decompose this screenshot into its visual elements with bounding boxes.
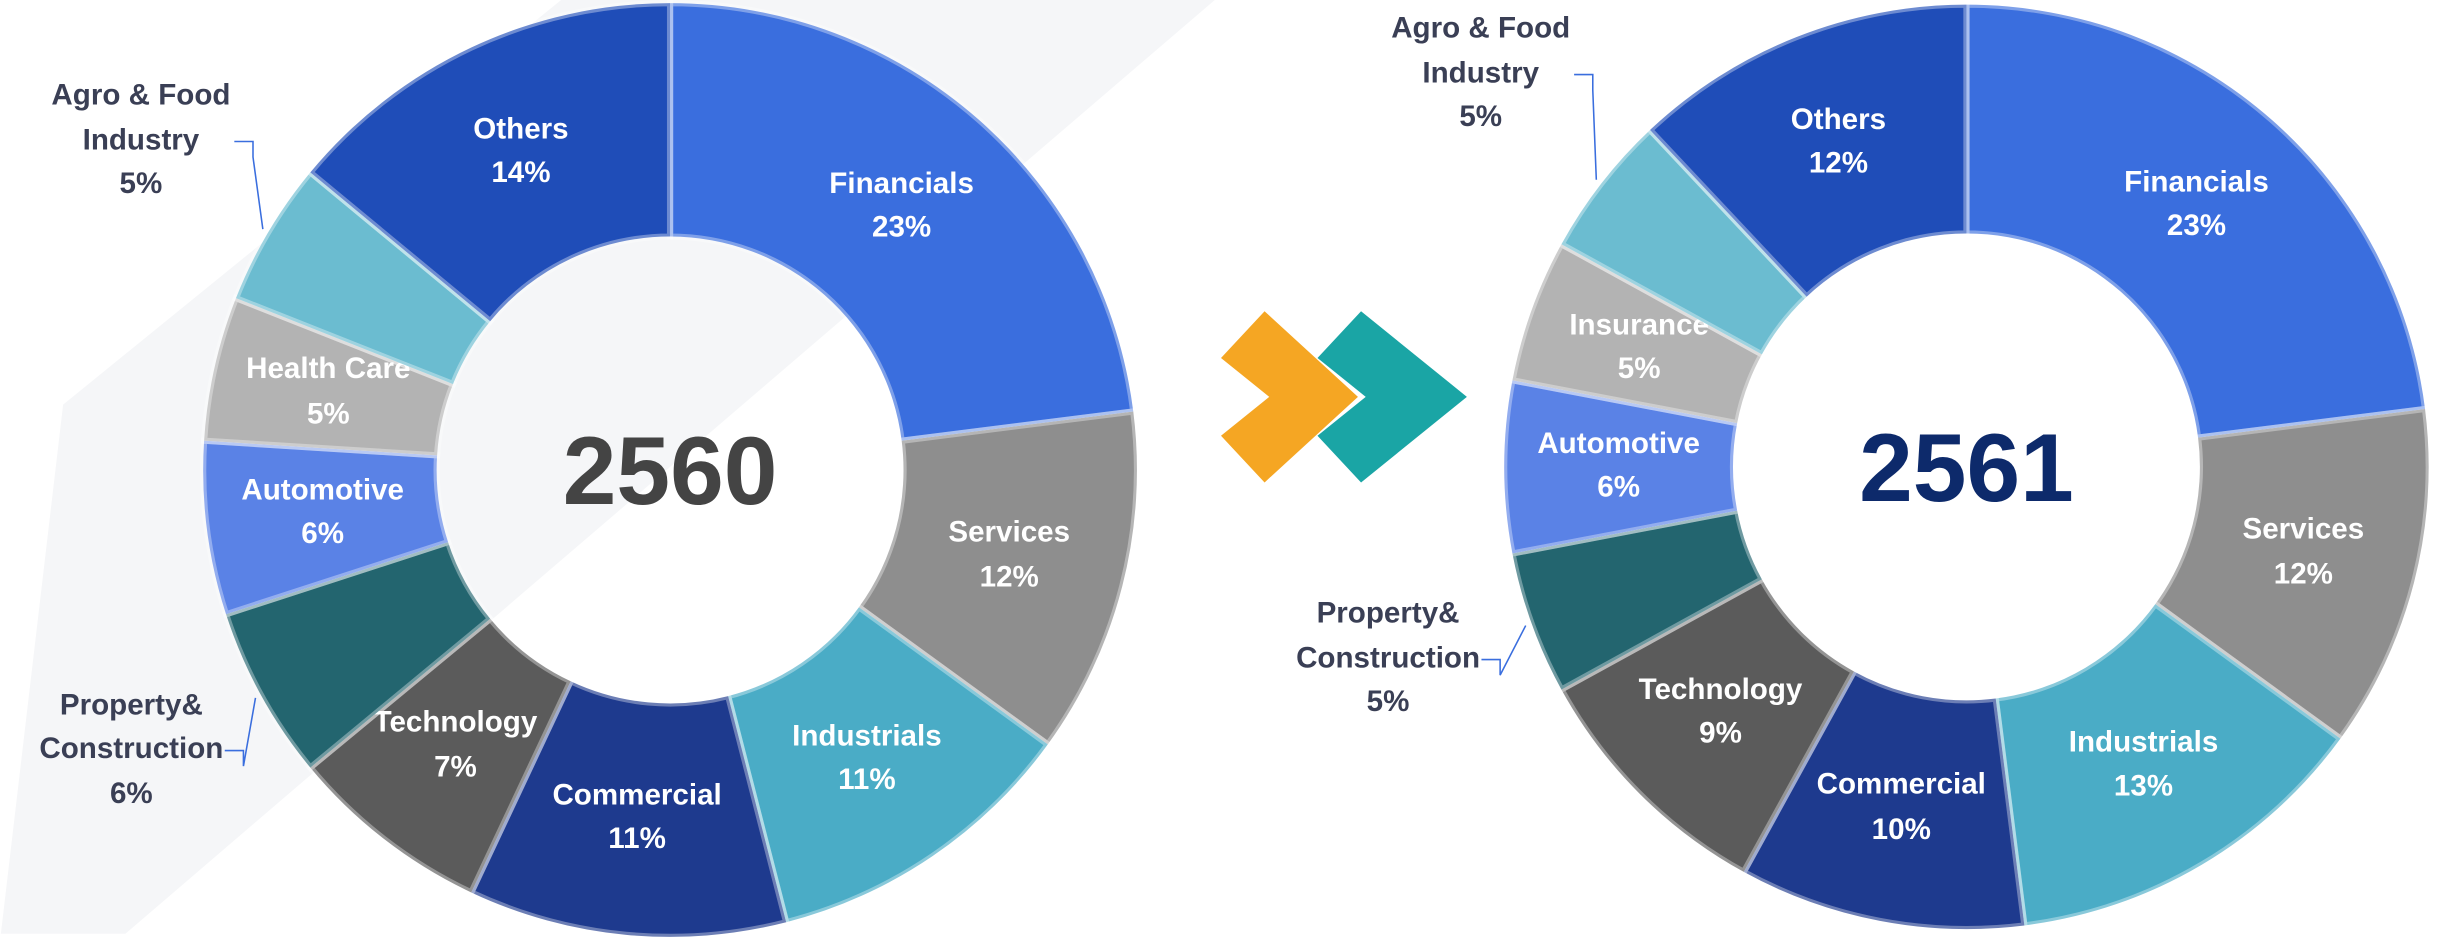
category-label: Property& Construction — [39, 688, 224, 766]
slice — [305, 0, 674, 326]
slice-label: Commercial 10% — [1816, 768, 1986, 846]
center-title: 2561 — [1859, 415, 2074, 522]
value-label: 23% — [2166, 210, 2227, 244]
slice — [1508, 506, 1767, 694]
value-label: 5% — [1366, 686, 1410, 720]
value-label: 5% — [306, 398, 350, 431]
slice — [2150, 405, 2432, 743]
slice-label: Financials 23% — [829, 167, 974, 245]
value-label: 12% — [979, 561, 1039, 595]
slice-label: Others 12% — [1790, 103, 1887, 181]
slice — [854, 408, 1141, 749]
value-label: 23% — [872, 211, 932, 245]
category-label: Financials — [829, 167, 974, 201]
value-label: 6% — [1597, 471, 1641, 505]
slice — [666, 0, 1137, 445]
value-label: 5% — [1459, 101, 1503, 135]
slice-label: Services 12% — [2242, 513, 2365, 591]
category-label: Automotive — [241, 474, 404, 507]
leader-line — [224, 697, 257, 767]
slice — [467, 677, 790, 940]
value-label: 7% — [434, 751, 477, 785]
slice — [305, 614, 575, 897]
category-label: Services — [948, 517, 1071, 551]
slice-label: Industrials 13% — [2068, 726, 2219, 804]
slice-label: Health Care 5% — [246, 353, 411, 431]
category-label: Technology — [373, 706, 538, 740]
center-title: 2560 — [563, 418, 778, 525]
slice-label: Automotive 6% — [1537, 427, 1700, 505]
value-label: 12% — [2273, 558, 2333, 591]
slice-label: Agro & Food Industry 5% — [51, 79, 231, 202]
category-label: Others — [1790, 103, 1887, 137]
slice — [231, 168, 495, 389]
category-label: Services — [2242, 513, 2365, 547]
slice — [724, 602, 1053, 927]
value-label: 13% — [2113, 770, 2174, 804]
slice — [1645, 1, 1970, 302]
value-label: 11% — [608, 823, 666, 856]
leader-line — [234, 140, 264, 230]
category-label: Industrials — [2068, 726, 2219, 760]
slice-label: Automotive 6% — [241, 474, 404, 552]
category-label: Property& Construction — [1296, 597, 1481, 675]
chevron-teal — [1317, 311, 1467, 483]
slice-label: Technology 7% — [373, 706, 538, 785]
slice — [1992, 599, 2345, 929]
slice — [200, 437, 452, 619]
category-label: Financials — [2124, 166, 2269, 199]
value-label: 5% — [1617, 353, 1661, 387]
slice — [1557, 125, 1812, 359]
value-label: 10% — [1871, 813, 1931, 846]
category-label: Industrials — [792, 719, 942, 753]
category-label: Health Care — [246, 353, 411, 387]
chevron-orange — [1221, 311, 1358, 483]
value-label: 6% — [109, 777, 153, 811]
category-label: Others — [473, 113, 569, 147]
slice — [1508, 239, 1767, 427]
slice — [1739, 667, 2028, 933]
category-label: Insurance — [1569, 309, 1710, 343]
slice — [1557, 575, 1859, 877]
leader-line — [1574, 73, 1598, 180]
slice — [200, 294, 458, 459]
category-label: Agro & Food Industry — [51, 79, 231, 157]
slice — [222, 538, 495, 772]
category-label: Agro & Food Industry — [1391, 12, 1571, 90]
slice-label: Industrials 11% — [792, 719, 942, 797]
category-label: Commercial — [552, 778, 722, 812]
leader-line — [1481, 625, 1527, 676]
value-label: 12% — [1808, 148, 1869, 181]
slice-label: Financials 23% — [2124, 166, 2269, 244]
category-label: Commercial — [1816, 768, 1986, 802]
slice — [1501, 376, 1741, 558]
slice-label: Commercial 11% — [552, 778, 722, 856]
category-label: Technology — [1638, 673, 1803, 706]
slice-label: Insurance 5% — [1569, 309, 1710, 387]
slice-label: Agro & Food Industry 5% — [1391, 12, 1571, 135]
slice-label: Property& Construction 5% — [1296, 597, 1481, 720]
category-label: Automotive — [1537, 427, 1700, 460]
value-label: 14% — [491, 157, 551, 191]
slice-label: Others 14% — [473, 113, 569, 191]
value-label: 6% — [301, 518, 345, 552]
slice — [1963, 1, 2429, 442]
slice-label: Services 12% — [948, 517, 1071, 595]
value-label: 9% — [1699, 717, 1742, 751]
value-label: 5% — [119, 168, 163, 202]
slice-label: Technology 9% — [1638, 673, 1803, 751]
value-label: 11% — [838, 764, 896, 797]
slice-label: Property& Construction 6% — [39, 688, 224, 811]
